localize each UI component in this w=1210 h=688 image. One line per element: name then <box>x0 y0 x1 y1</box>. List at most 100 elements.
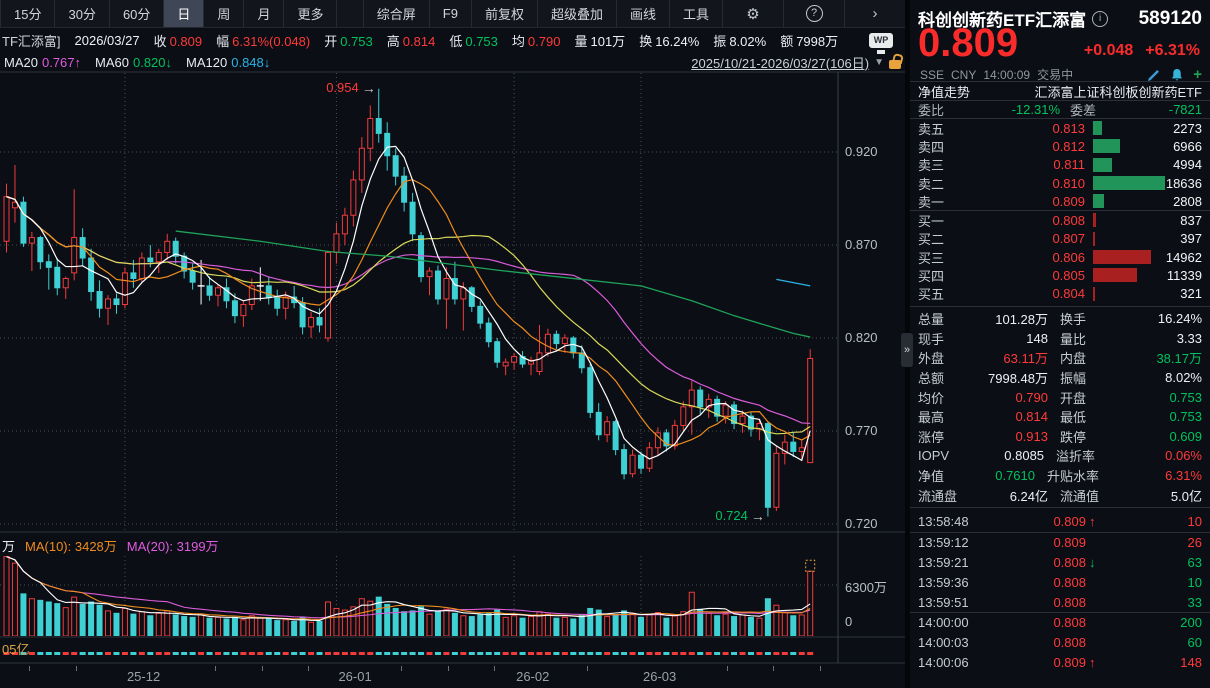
candlestick-chart[interactable] <box>0 0 905 688</box>
tool-button-画线[interactable]: 画线 <box>615 0 669 27</box>
book-separator <box>910 210 1210 212</box>
tape-row: 13:59:12 0.809 26 <box>910 533 1210 553</box>
chevron-right-icon[interactable]: › <box>844 0 905 27</box>
quote-field-量: 量 101万 <box>574 33 626 49</box>
alert-bell-icon[interactable] <box>1170 68 1184 82</box>
book-qty: 837 <box>1180 213 1202 229</box>
quote-field-额: 额 7998万 <box>780 33 839 49</box>
change-value: +0.048 <box>1083 42 1134 59</box>
period-toolbar: 15分 30分 60分日周月更多 综合屏 F9 前复权 超级叠加 画线 工具 ⚙? › <box>0 0 905 28</box>
quote-field-换: 换 16.24% <box>639 33 700 49</box>
nav-trend-tab[interactable]: 净值走势 <box>918 84 971 100</box>
period-tab-15分[interactable]: 15分 <box>0 0 54 27</box>
period-tab-周[interactable]: 周 <box>203 0 243 27</box>
volume-layer <box>3 556 814 636</box>
symbol-prefix: TF汇添富] <box>2 33 61 49</box>
book-price[interactable]: 0.808 <box>1052 213 1085 229</box>
tool-button-超级叠加[interactable]: 超级叠加 <box>536 0 616 27</box>
period-tab-60分[interactable]: 60分 <box>108 0 163 27</box>
book-row-买二: 买二 0.807 397 <box>910 230 1210 248</box>
tape-row: 13:59:51 0.808 33 <box>910 592 1210 613</box>
volume-ma20-label: MA(20): 3199万 <box>126 539 219 554</box>
fund-full-name: 汇添富上证科创板创新药ETF <box>1034 84 1202 100</box>
time-axis-tick <box>29 666 30 671</box>
period-tab-30分[interactable]: 30分 <box>54 0 108 27</box>
book-price[interactable]: 0.805 <box>1052 268 1085 284</box>
period-tab-日[interactable]: 日 <box>163 0 204 27</box>
unlock-icon[interactable] <box>889 60 901 69</box>
stat-label: 最高 <box>918 410 945 426</box>
book-price[interactable]: 0.812 <box>1052 138 1085 154</box>
book-row-卖五: 卖五 0.813 2273 <box>910 119 1210 137</box>
info-icon[interactable]: i <box>1092 10 1109 27</box>
book-price[interactable]: 0.813 <box>1052 120 1085 136</box>
stat-value: 6.24亿 <box>1009 488 1048 504</box>
tape-time: 13:59:12 <box>918 535 969 551</box>
quote-fields: 收 0.809 幅 6.31%(0.048) 开 0.753 高 0.814 低 0.753 均 0.… <box>154 31 839 50</box>
change-percent: +6.31% <box>1145 42 1200 59</box>
stat-label: 升贴水率 <box>1047 469 1100 485</box>
help-icon[interactable]: ? <box>783 0 844 27</box>
currency-label: CNY <box>951 67 977 82</box>
chevron-down-icon[interactable]: ▼ <box>874 56 884 68</box>
tape-price: 0.809 <box>1053 514 1086 530</box>
tool-button-工具[interactable]: 工具 <box>668 0 722 27</box>
price-axis-label: 0.920 <box>845 144 878 159</box>
book-qty: 6966 <box>1173 138 1202 154</box>
book-price[interactable]: 0.811 <box>1053 157 1085 173</box>
add-watchlist-icon[interactable]: + <box>1193 65 1202 83</box>
book-price[interactable]: 0.807 <box>1052 231 1085 247</box>
book-price[interactable]: 0.804 <box>1052 286 1085 302</box>
stock-code: 589120 <box>1138 7 1202 29</box>
book-level-label: 卖二 <box>918 176 945 192</box>
weicha-label: 委差 <box>1070 103 1097 118</box>
stat-value: 0.790 <box>1015 389 1048 405</box>
tape-qty: 200 <box>1180 615 1202 631</box>
stat-label: 溢折率 <box>1056 449 1096 465</box>
time-axis-tick <box>447 666 449 671</box>
stats-row: 均价 0.790 开盘 0.753 <box>910 387 1210 407</box>
book-price[interactable]: 0.809 <box>1052 193 1085 209</box>
stat-value: 0.814 <box>1015 409 1048 425</box>
period-tab-月[interactable]: 月 <box>243 0 283 27</box>
depth-bar <box>1093 268 1137 283</box>
order-imbalance-row: 委比 -12.31% 委差 -7821 <box>910 100 1210 119</box>
book-row-买五: 买五 0.804 321 <box>910 285 1210 303</box>
tool-button-F9[interactable]: F9 <box>428 0 471 27</box>
amount-pane-label: 05亿 <box>2 642 30 657</box>
wp-widget-icon[interactable]: WP <box>869 32 893 52</box>
stat-value: 0.06% <box>1165 448 1202 464</box>
time-and-sales[interactable]: 13:58:48 0.809 ↑ 10 13:59:12 0.809 26 13:59:21 0… <box>910 512 1210 672</box>
book-qty: 2273 <box>1173 120 1202 136</box>
gear-icon[interactable]: ⚙ <box>722 0 783 27</box>
stats-row: 最高 0.814 最低 0.753 <box>910 407 1210 427</box>
tape-row: 14:00:00 0.808 200 <box>910 613 1210 633</box>
tool-button-综合屏[interactable]: 综合屏 <box>362 0 429 27</box>
book-qty: 11339 <box>1166 268 1202 284</box>
tape-row: 13:58:48 0.809 ↑ 10 <box>910 512 1210 533</box>
tape-row: 14:00:03 0.808 60 <box>910 633 1210 653</box>
quote-field-高: 高 0.814 <box>386 33 436 49</box>
edit-pencil-icon[interactable] <box>1147 68 1161 82</box>
tape-time: 13:59:51 <box>918 594 969 610</box>
book-price[interactable]: 0.806 <box>1052 249 1085 265</box>
book-level-label: 卖五 <box>918 121 945 137</box>
book-price[interactable]: 0.810 <box>1052 175 1085 191</box>
tape-qty: 60 <box>1187 635 1202 651</box>
tape-row: 14:00:06 0.809 ↑ 148 <box>910 653 1210 673</box>
date-range-selector[interactable]: 2025/10/21-2026/03/27(106日) <box>691 55 870 71</box>
book-row-买三: 买三 0.806 14962 <box>910 248 1210 266</box>
depth-bar <box>1093 157 1113 172</box>
tape-time: 14:00:00 <box>918 615 969 631</box>
tool-button-前复权[interactable]: 前复权 <box>470 0 537 27</box>
tape-price: 0.809 <box>1053 654 1086 670</box>
panel-collapse-handle[interactable]: » <box>901 333 913 367</box>
tape-qty: 148 <box>1180 654 1202 670</box>
book-level-label: 买三 <box>918 250 945 266</box>
stat-label: 涨停 <box>918 429 945 445</box>
stat-value: 16.24% <box>1157 311 1202 327</box>
last-price: 0.809 <box>918 21 1019 65</box>
low-price-annotation: 0.724 → <box>715 507 765 524</box>
period-tab-更多[interactable]: 更多 <box>283 0 336 27</box>
stat-value: 7998.48万 <box>988 371 1048 387</box>
